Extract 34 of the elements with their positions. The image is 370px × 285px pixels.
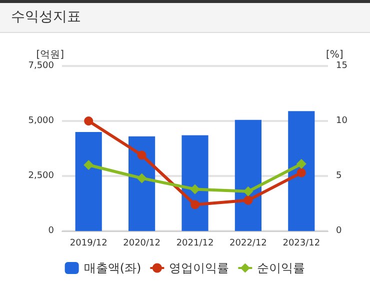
point (296, 158, 306, 169)
y-tick-label: 2,500 (28, 171, 54, 181)
point (137, 150, 146, 160)
y-tick-label: 7,500 (28, 61, 54, 71)
y2-tick-label: 0 (336, 226, 342, 236)
chart-title: 수익성지표 (0, 0, 370, 33)
x-tick-label: 2022/12 (230, 238, 267, 248)
y-tick-label: 0 (48, 226, 54, 236)
bar (288, 111, 315, 231)
bar (182, 135, 208, 231)
point (84, 160, 94, 170)
x-tick-label: 2023/12 (282, 238, 320, 248)
legend-label: 매출액(좌) (84, 261, 142, 275)
y2-axis-title: [%] (326, 50, 344, 60)
y-axis-title: [억원] (36, 50, 64, 60)
y2-tick-label: 5 (336, 171, 342, 181)
point (190, 200, 200, 210)
point (244, 196, 253, 205)
point (296, 168, 306, 178)
x-tick-label: 2021/12 (176, 238, 214, 248)
y2-tick-label: 15 (336, 61, 348, 71)
legend-label: 영업이익률 (169, 261, 230, 275)
point (190, 184, 200, 194)
y2-tick-label: 10 (336, 116, 348, 126)
x-tick-label: 2020/12 (123, 238, 160, 248)
y-tick-label: 5,000 (28, 116, 54, 126)
bar (75, 132, 102, 231)
point (136, 173, 147, 184)
point (84, 116, 94, 126)
point (243, 186, 254, 196)
bar (234, 120, 262, 231)
bar (128, 136, 156, 231)
legend-label: 순이익률 (257, 261, 306, 275)
x-tick-label: 2019/12 (70, 238, 108, 248)
